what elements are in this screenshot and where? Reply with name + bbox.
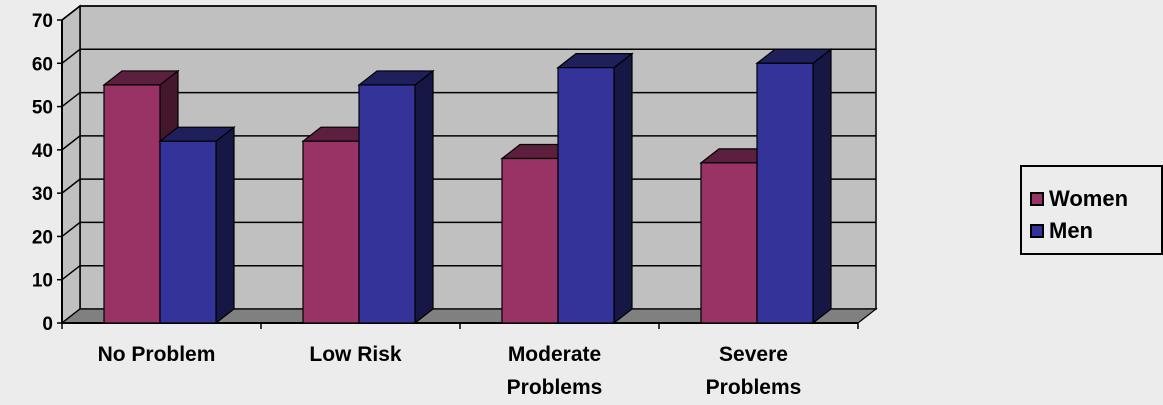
x-category-label: Severe xyxy=(719,343,788,366)
bar-men xyxy=(159,140,217,324)
chart-legend: Women Men xyxy=(1020,165,1163,255)
x-category-label: Low Risk xyxy=(309,343,402,366)
legend-item-women: Women xyxy=(1030,186,1129,211)
bar-men xyxy=(358,84,416,324)
legend-item-men: Men xyxy=(1030,218,1093,243)
bar-women xyxy=(700,162,758,324)
bar-women xyxy=(103,84,161,324)
chart-plot-area: 0 10 20 30 40 50 60 70 No Problem Low Risk Moderat… xyxy=(32,4,878,399)
bar-men xyxy=(557,67,615,324)
x-category-label: Moderate xyxy=(508,343,601,366)
gridline xyxy=(61,5,876,21)
bar-women xyxy=(501,157,559,324)
x-category-label: Problems xyxy=(706,376,802,399)
y-tick-label: 20 xyxy=(32,227,53,248)
legend-swatch-women xyxy=(1030,192,1044,206)
y-tick-label: 40 xyxy=(32,141,53,162)
x-category-label: No Problem xyxy=(98,343,216,366)
legend-swatch-men xyxy=(1030,224,1044,238)
bar-side-men xyxy=(215,125,235,325)
x-category-label: Problems xyxy=(507,376,603,399)
y-tick-label: 0 xyxy=(42,314,53,335)
bar-side-men xyxy=(812,48,832,325)
y-tick-label: 60 xyxy=(32,54,53,75)
y-tick-label: 10 xyxy=(32,271,53,292)
y-tick-label: 70 xyxy=(32,11,53,32)
bar-side-men xyxy=(613,52,633,325)
y-tick-label: 30 xyxy=(32,184,53,205)
legend-label-men: Men xyxy=(1049,218,1093,243)
y-tick-label: 50 xyxy=(32,98,53,119)
bar-men xyxy=(756,62,814,324)
chart-side-wall xyxy=(61,4,81,325)
bar-women xyxy=(302,140,360,324)
gridline xyxy=(61,48,876,64)
bar-side-men xyxy=(414,69,434,325)
legend-label-women: Women xyxy=(1049,186,1129,211)
